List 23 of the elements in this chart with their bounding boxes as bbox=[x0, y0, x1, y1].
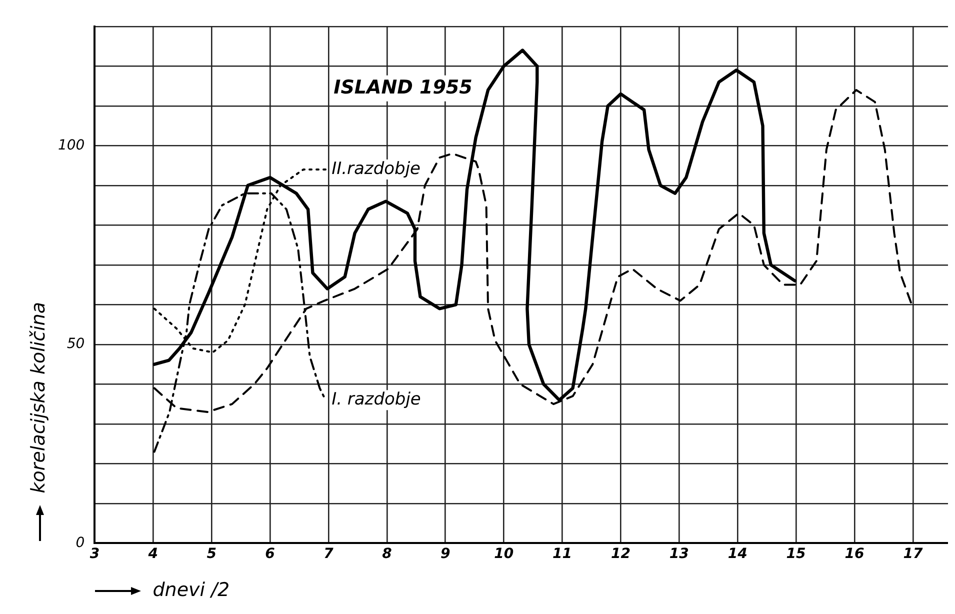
x-tick-label: 7 bbox=[324, 546, 334, 562]
text: ISLAND 1955 bbox=[334, 76, 472, 98]
x-tick-label: 15 bbox=[786, 546, 806, 562]
x-tick-label: 13 bbox=[669, 546, 689, 562]
x-tick-label: 6 bbox=[265, 546, 276, 562]
x-tick-label: 9 bbox=[440, 546, 451, 562]
series-label: II.razdobje bbox=[332, 158, 421, 179]
x-axis-title: dnevi /2 bbox=[152, 579, 230, 602]
x-tick-label: 5 bbox=[206, 546, 217, 562]
y-tick-label: 100 bbox=[58, 137, 85, 154]
y-tick-label: 0 bbox=[76, 534, 85, 551]
x-tick-label: 14 bbox=[728, 546, 748, 562]
x-tick-label: 3 bbox=[90, 546, 100, 562]
y-tick-label: 50 bbox=[66, 336, 85, 352]
series-label: I. razdobje bbox=[332, 390, 421, 410]
x-tick-label: 4 bbox=[147, 546, 158, 562]
y-axis-title: korelacijska količina bbox=[28, 302, 50, 494]
x-tick-label: 8 bbox=[382, 546, 392, 562]
x-tick-label: 17 bbox=[903, 546, 923, 562]
x-tick-label: 10 bbox=[494, 546, 514, 562]
x-tick-label: 11 bbox=[552, 546, 572, 562]
x-tick-label: 16 bbox=[844, 546, 864, 562]
x-tick-label: 12 bbox=[610, 546, 630, 562]
